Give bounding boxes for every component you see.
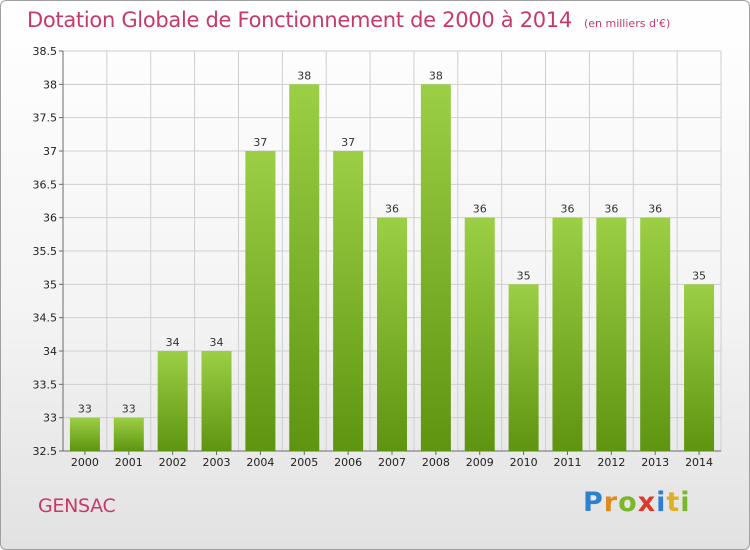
- value-label-2009: 36: [473, 203, 487, 216]
- value-label-2012: 36: [604, 203, 618, 216]
- bar-2000: [69, 417, 100, 451]
- value-label-2011: 36: [560, 203, 574, 216]
- value-label-2005: 38: [297, 69, 311, 82]
- commune-name: GENSAC: [38, 495, 116, 517]
- y-tick-label: 37: [43, 145, 57, 158]
- chart-title-block: Dotation Globale de Fonctionnement de 20…: [27, 8, 670, 32]
- x-tick-label-2010: 2010: [510, 456, 538, 469]
- x-tick-label-2011: 2011: [553, 456, 581, 469]
- chart-title: Dotation Globale de Fonctionnement de 20…: [27, 8, 572, 32]
- value-label-2004: 37: [253, 136, 267, 149]
- value-label-2002: 34: [166, 336, 180, 349]
- y-tick-label: 33: [43, 412, 57, 425]
- x-tick-label-2008: 2008: [422, 456, 450, 469]
- x-tick-label-2006: 2006: [334, 456, 362, 469]
- bar-2014: [684, 284, 715, 451]
- x-tick-label-2005: 2005: [290, 456, 318, 469]
- y-tick-label: 33.5: [33, 378, 58, 391]
- bar-2002: [157, 351, 188, 451]
- x-tick-label-2014: 2014: [685, 456, 713, 469]
- x-tick-label-2003: 2003: [203, 456, 231, 469]
- chart-unit: (en milliers d'€): [583, 17, 671, 30]
- bar-2005: [289, 84, 320, 451]
- value-label-2001: 33: [122, 403, 136, 416]
- bar-2012: [596, 217, 627, 451]
- bar-2010: [508, 284, 539, 451]
- bars: [69, 84, 715, 451]
- y-tick-labels: 32.5 33 33.5 34 34.5 35 35.5 36 36.5 37 37.5 38 38.5: [33, 45, 58, 458]
- y-tick-label: 38.5: [33, 45, 58, 58]
- bar-2013: [640, 217, 671, 451]
- y-tick-label: 35.5: [33, 245, 58, 258]
- value-label-2006: 37: [341, 136, 355, 149]
- x-tick-label-2009: 2009: [466, 456, 494, 469]
- value-label-2007: 36: [385, 203, 399, 216]
- value-label-2014: 35: [692, 269, 706, 282]
- x-tick-label-2007: 2007: [378, 456, 406, 469]
- x-tick-labels: 2000 2001 2002 2003 2004 2005 2006 2007 2008 2009…: [71, 456, 713, 469]
- y-tick-label: 38: [43, 78, 57, 91]
- x-tick-label-2000: 2000: [71, 456, 99, 469]
- value-label-2003: 34: [210, 336, 224, 349]
- bar-2009: [464, 217, 495, 451]
- value-label-2000: 33: [78, 403, 92, 416]
- y-tick-label: 36.5: [33, 178, 58, 191]
- bar-2008: [420, 84, 451, 451]
- bar-2003: [201, 351, 232, 451]
- y-tick-label: 34: [43, 345, 57, 358]
- y-tick-label: 37.5: [33, 112, 58, 125]
- bar-2004: [245, 151, 276, 451]
- bar-2006: [333, 151, 364, 451]
- x-tick-label-2002: 2002: [159, 456, 187, 469]
- value-labels: 33 33 34 34 37 38 37 36 38 36 35 36 36 36 35: [78, 69, 706, 415]
- bar-2007: [377, 217, 407, 451]
- value-label-2008: 38: [429, 69, 443, 82]
- x-tick-label-2004: 2004: [246, 456, 274, 469]
- value-label-2010: 35: [517, 269, 531, 282]
- y-tick-label: 35: [43, 278, 57, 291]
- y-tick-label: 36: [43, 212, 57, 225]
- y-tick-label: 32.5: [33, 445, 58, 458]
- y-tick-label: 34.5: [33, 312, 58, 325]
- bar-2011: [552, 217, 583, 451]
- proxiti-logo: Proxiti: [583, 487, 691, 518]
- x-tick-label-2012: 2012: [597, 456, 625, 469]
- x-tick-label-2013: 2013: [641, 456, 669, 469]
- bar-2001: [113, 417, 144, 451]
- x-tick-label-2001: 2001: [115, 456, 143, 469]
- value-label-2013: 36: [648, 203, 662, 216]
